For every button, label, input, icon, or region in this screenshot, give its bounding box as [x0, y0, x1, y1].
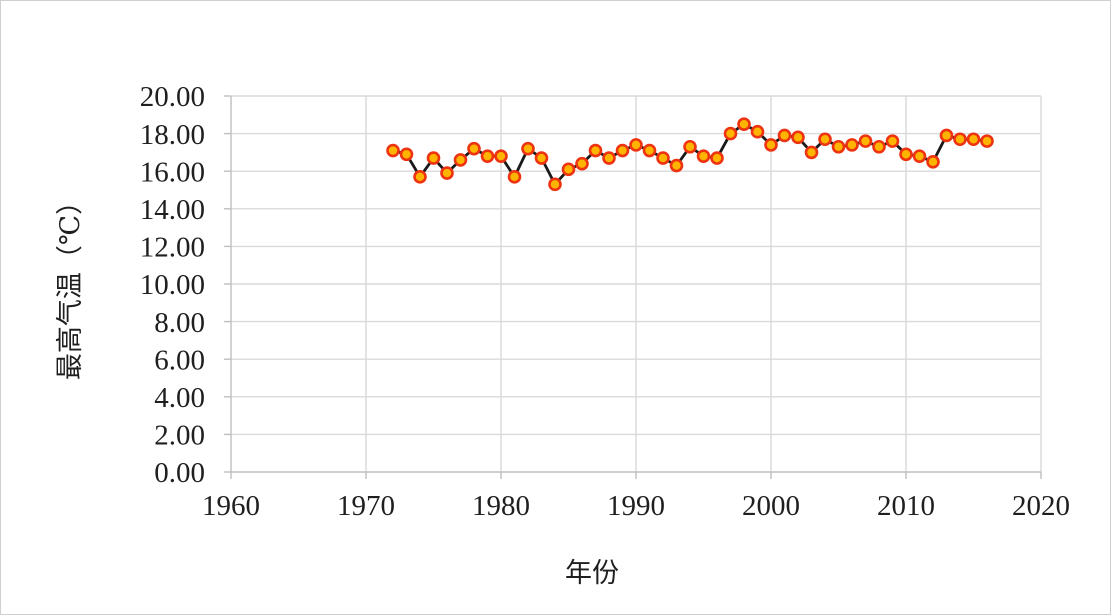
data-point: [602, 151, 616, 165]
data-point: [899, 147, 913, 162]
x-tick-label: 1990: [607, 490, 665, 522]
data-point: [548, 177, 562, 192]
y-tick-label: 14.00: [140, 194, 205, 226]
data-point: [777, 128, 792, 143]
data-point: [467, 141, 481, 156]
data-point: [507, 170, 522, 184]
axis-lines-and-ticks: [224, 95, 1042, 479]
y-tick-label: 18.00: [140, 119, 205, 151]
data-point: [575, 156, 589, 171]
data-point: [791, 130, 805, 145]
data-point: [629, 138, 643, 152]
data-point: [858, 134, 873, 148]
y-tick-label: 16.00: [140, 156, 205, 188]
data-point: [453, 153, 468, 167]
data-point: [818, 132, 832, 147]
data-point: [926, 155, 940, 169]
data-point: [399, 147, 414, 162]
y-tick-label: 20.00: [140, 81, 205, 113]
data-point: [831, 139, 846, 154]
data-point: [804, 145, 819, 160]
x-tick-label: 2020: [1012, 490, 1070, 522]
data-point: [696, 149, 711, 163]
x-tick-label: 2010: [877, 490, 935, 522]
y-tick-label: 0.00: [154, 457, 205, 489]
y-tick-label: 6.00: [154, 344, 205, 376]
data-point: [534, 151, 549, 165]
data-point: [750, 124, 765, 139]
data-point: [872, 139, 886, 154]
data-point: [588, 143, 603, 158]
data-point: [723, 126, 738, 141]
data-point: [480, 149, 495, 163]
data-point: [494, 149, 508, 163]
data-point: [737, 117, 751, 131]
data-point: [615, 143, 630, 158]
data-point: [966, 132, 981, 147]
data-point: [710, 151, 724, 165]
data-point: [561, 162, 576, 177]
data-point: [413, 170, 427, 184]
data-point: [980, 134, 994, 148]
x-axis-title: 年份: [565, 558, 619, 589]
data-point: [939, 128, 954, 143]
data-point: [656, 151, 670, 165]
data-point: [642, 143, 657, 158]
data-point: [912, 149, 927, 163]
y-tick-label: 10.00: [140, 269, 205, 301]
data-point: [953, 132, 967, 147]
data-point: [845, 138, 859, 152]
data-point: [683, 139, 697, 154]
data-series: [386, 117, 994, 192]
y-tick-label: 4.00: [154, 382, 205, 414]
data-point: [885, 134, 900, 148]
data-point: [521, 141, 535, 156]
x-tick-label: 2000: [742, 490, 800, 522]
y-axis-title: 最高气温（℃）: [55, 188, 86, 380]
y-tick-label: 2.00: [154, 420, 205, 452]
data-point: [426, 151, 441, 165]
x-tick-label: 1970: [337, 490, 395, 522]
x-tick-label: 1980: [472, 490, 530, 522]
data-point: [386, 143, 400, 158]
x-tick-label: 1960: [202, 490, 260, 522]
data-point: [764, 138, 778, 152]
y-tick-label: 12.00: [140, 232, 205, 264]
y-tick-label: 8.00: [154, 307, 205, 339]
tick-labels: 0.00 2.00 4.00 6.00 8.00 10.00 12.00 14.00 16.00…: [140, 81, 1070, 522]
data-point: [440, 166, 454, 180]
data-point: [669, 158, 684, 173]
